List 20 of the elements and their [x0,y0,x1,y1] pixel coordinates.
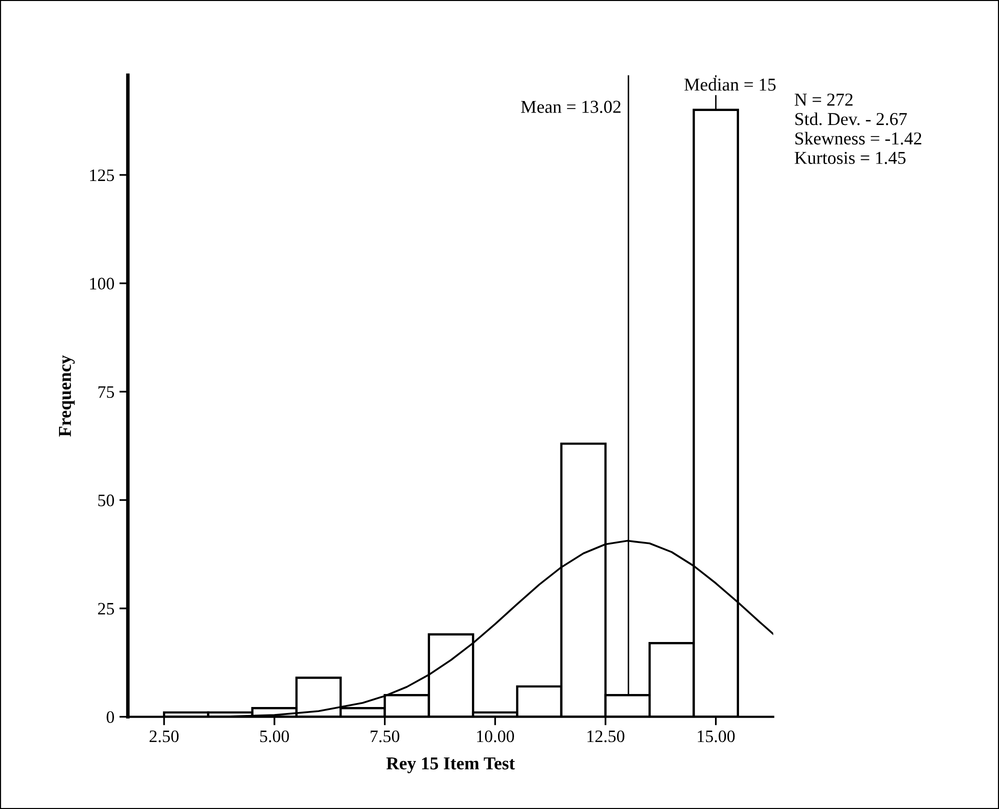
y-tick-label: 25 [98,602,114,615]
y-tick-label: 100 [90,278,114,290]
x-tick-label: 5.00 [260,730,289,742]
ref-line-label: Mean = 13.02 [521,100,620,114]
y-axis-title: Frequency [59,355,75,437]
text: N = 272 [794,94,853,106]
y-tick-label: 50 [98,494,114,506]
x-tick-label: 10.00 [477,730,514,742]
ref-line-label: Median = 15 [684,78,776,91]
x-tick-label: 12.50 [587,730,624,742]
y-tick-label: 125 [90,169,114,182]
x-tick-label: 7.50 [370,730,400,742]
x-axis-title: Rey 15 Item Test [386,757,515,774]
text: Kurtosis = 1.45 [794,152,906,164]
y-tick-label: 0 [106,711,114,723]
text: Std. Dev. - 2.67 [795,112,907,126]
y-tick-label: 75 [98,386,114,398]
x-tick-label: 15.00 [698,730,735,742]
text: Skewness = -1.42 [795,132,922,145]
x-tick-label: 2.50 [150,730,179,742]
